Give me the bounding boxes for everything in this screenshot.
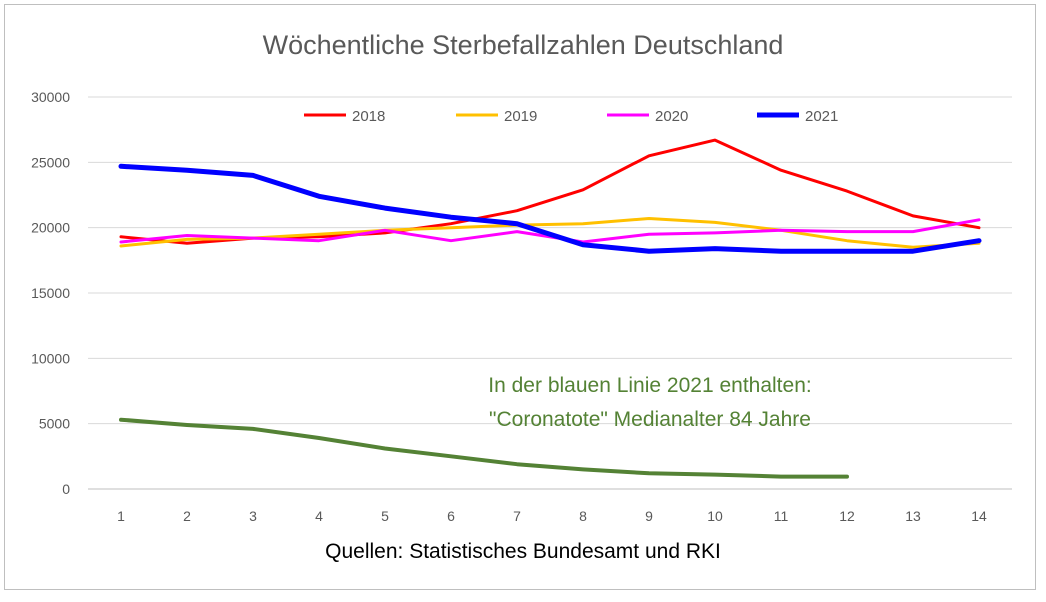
x-tick-label: 14: [971, 508, 987, 524]
x-tick-label: 10: [707, 508, 723, 524]
y-tick-label: 30000: [31, 89, 70, 105]
x-tick-label: 5: [381, 508, 389, 524]
gridlines: [88, 96, 1012, 490]
annotation-line-1: In der blauen Linie 2021 enthalten:: [488, 374, 812, 397]
x-tick-label: 13: [905, 508, 921, 524]
x-tick-label: 4: [315, 508, 323, 524]
x-tick-label: 11: [774, 508, 789, 524]
legend-label-2021: 2021: [805, 108, 838, 125]
x-tick-label: 7: [513, 508, 521, 524]
legend-label-2018: 2018: [352, 108, 385, 125]
series-line-2021: [118, 163, 982, 254]
series-line-unnamed: [119, 417, 849, 479]
x-tick-label: 8: [579, 508, 587, 524]
series-lines: [118, 138, 982, 479]
x-tick-label: 9: [645, 508, 653, 524]
chart-title: Wöchentliche Sterbefallzahlen Deutschlan…: [262, 30, 784, 60]
y-tick-label: 25000: [31, 154, 70, 170]
annotation-line-2: "Coronatote" Medianalter 84 Jahre: [489, 408, 811, 431]
x-tick-label: 1: [117, 508, 125, 524]
x-tick-label: 6: [447, 508, 455, 524]
y-axis-ticks: 0 5000 10000 15000 20000 25000 30000: [31, 89, 70, 497]
chart-frame: [4, 4, 1036, 590]
source-note: Quellen: Statistisches Bundesamt und RKI: [325, 540, 721, 563]
y-tick-label: 20000: [31, 220, 70, 236]
x-tick-label: 12: [839, 508, 855, 524]
x-tick-label: 2: [183, 508, 191, 524]
legend-label-2019: 2019: [504, 108, 537, 125]
x-tick-label: 3: [249, 508, 257, 524]
y-tick-label: 0: [62, 481, 70, 497]
y-tick-label: 15000: [31, 285, 70, 301]
y-tick-label: 10000: [31, 350, 70, 366]
legend: 2018 2019 2020 2021: [304, 108, 838, 125]
y-tick-label: 5000: [39, 416, 70, 432]
legend-label-2020: 2020: [655, 108, 688, 125]
x-axis-ticks: 1 2 3 4 5 6 7 8 9 10 11 12 13 14: [117, 508, 987, 524]
